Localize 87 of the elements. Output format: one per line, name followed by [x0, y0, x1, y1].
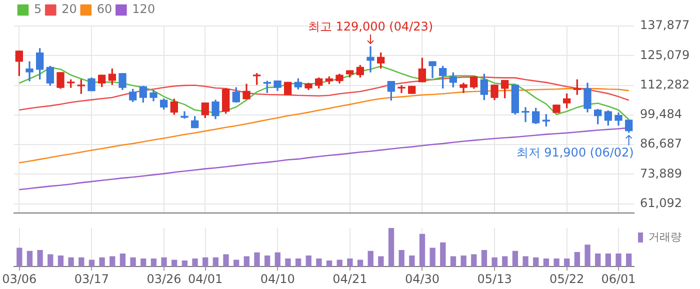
x-tick-label: 03/06 — [2, 272, 37, 286]
bar — [326, 260, 332, 267]
bar — [192, 258, 198, 267]
candlestick — [253, 73, 261, 85]
bar — [481, 250, 488, 267]
x-tick-label: 04/01 — [188, 272, 223, 286]
bar — [48, 254, 54, 267]
bar — [223, 254, 229, 267]
annotation: 최저 91,900 (06/02) — [516, 146, 634, 160]
bar — [460, 255, 466, 267]
bar — [110, 256, 116, 267]
x-tick-label: 03/17 — [74, 272, 110, 286]
x-tick-label: 03/26 — [146, 272, 182, 286]
bar — [357, 260, 364, 267]
bar — [554, 258, 560, 267]
bar — [316, 258, 322, 267]
bar — [202, 257, 208, 267]
bar — [347, 258, 353, 267]
bar — [626, 254, 632, 267]
bar — [450, 256, 456, 267]
bar — [99, 257, 105, 267]
bar — [233, 260, 240, 267]
bar — [430, 248, 436, 267]
bar — [120, 254, 126, 267]
x-tick-label: 04/21 — [332, 272, 368, 286]
bar — [584, 244, 590, 267]
x-tick-label: 06/01 — [601, 272, 636, 286]
bar — [419, 234, 426, 267]
legend-label: 20 — [62, 2, 77, 16]
bar — [512, 250, 518, 267]
bar — [409, 255, 415, 267]
bar — [16, 248, 22, 267]
candlestick — [284, 82, 292, 95]
bar — [37, 250, 43, 267]
y-tick-label: 73,889 — [640, 166, 682, 180]
bar — [595, 254, 601, 267]
y-tick-label: 61,092 — [640, 196, 682, 210]
bar — [244, 256, 250, 267]
bar — [368, 250, 374, 267]
bar — [88, 260, 95, 267]
bar — [533, 257, 539, 267]
bar — [336, 260, 342, 267]
bar — [543, 258, 550, 267]
bar — [502, 256, 508, 267]
legend-label: 60 — [96, 2, 112, 16]
legend-label: 120 — [132, 2, 156, 16]
bar — [58, 255, 64, 267]
legend-label: 거래량 — [648, 230, 682, 244]
bar — [440, 242, 446, 267]
bar — [492, 257, 498, 267]
x-tick-label: 04/30 — [404, 272, 440, 286]
bar — [26, 250, 33, 267]
bar — [172, 260, 178, 267]
bar — [388, 228, 394, 267]
bar — [68, 257, 74, 267]
bar — [78, 257, 84, 267]
bar — [150, 258, 157, 267]
candlestick — [552, 104, 560, 113]
bar — [212, 257, 218, 267]
bar — [378, 256, 384, 267]
bar — [574, 252, 580, 267]
bar — [471, 254, 477, 267]
bar — [285, 258, 291, 267]
bar — [264, 255, 270, 267]
bar — [295, 258, 302, 267]
x-tick-label: 05/13 — [477, 272, 512, 286]
x-tick-label: 05/22 — [550, 272, 584, 286]
bar — [182, 260, 188, 267]
legend-label: 5 — [34, 2, 42, 16]
bar — [605, 254, 612, 267]
y-tick-label: 137,877 — [640, 18, 690, 32]
bar — [616, 254, 622, 267]
y-tick-label: 112,282 — [640, 77, 690, 92]
x-tick-label: 04/10 — [260, 272, 295, 286]
bar — [522, 256, 528, 267]
bar — [254, 252, 260, 267]
y-tick-label: 86,687 — [640, 136, 682, 151]
y-tick-label: 125,079 — [640, 48, 690, 62]
bar — [306, 255, 312, 267]
bar — [161, 257, 167, 267]
annotation: 최고 129,000 (04/23) — [308, 20, 434, 34]
bar — [564, 258, 570, 267]
bar — [130, 257, 136, 267]
y-tick-label: 99,484 — [640, 107, 682, 122]
bar — [398, 250, 404, 267]
bar — [274, 252, 280, 267]
bar — [140, 258, 146, 267]
